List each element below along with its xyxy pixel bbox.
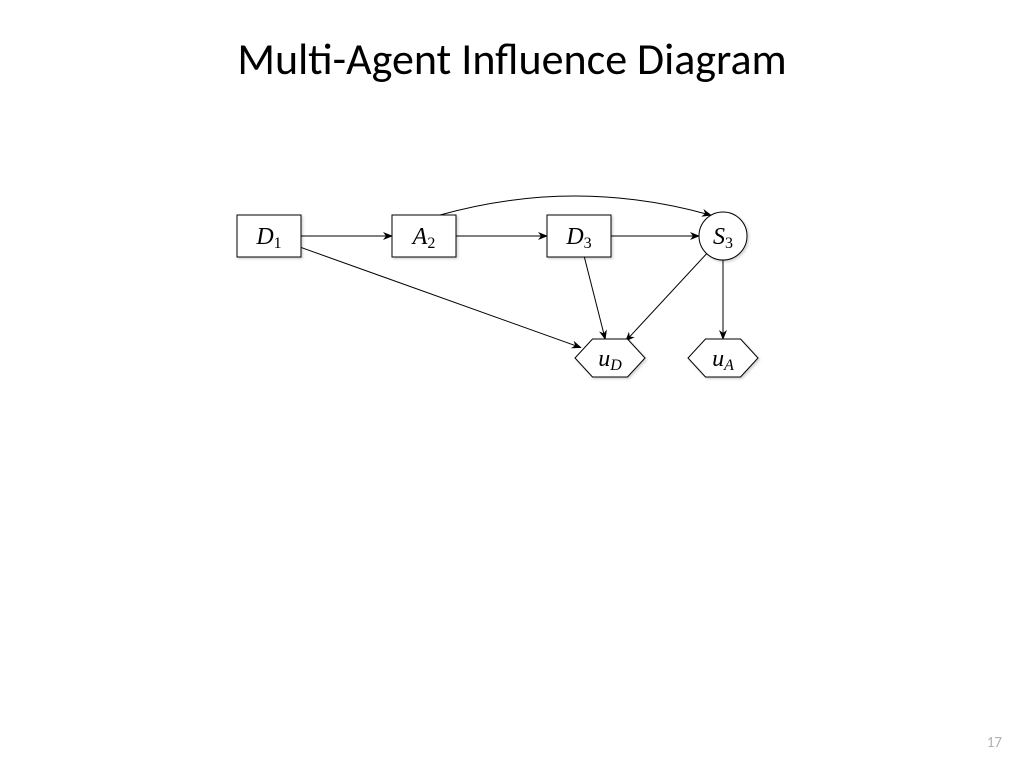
edge-D1-uD <box>301 247 581 347</box>
node-S3: S3 <box>699 212 747 260</box>
edge-D3-uD <box>584 257 605 339</box>
node-D3: D3 <box>547 215 611 257</box>
influence-diagram: D1 A2 D3 S3 uD uA <box>0 0 1024 768</box>
node-A2: A2 <box>392 215 456 257</box>
node-uD: uD <box>575 339 645 377</box>
node-D1: D1 <box>237 215 301 257</box>
edge-S3-uD <box>626 254 707 341</box>
edge-A2-S3 <box>440 196 711 215</box>
node-uA: uA <box>688 339 758 377</box>
